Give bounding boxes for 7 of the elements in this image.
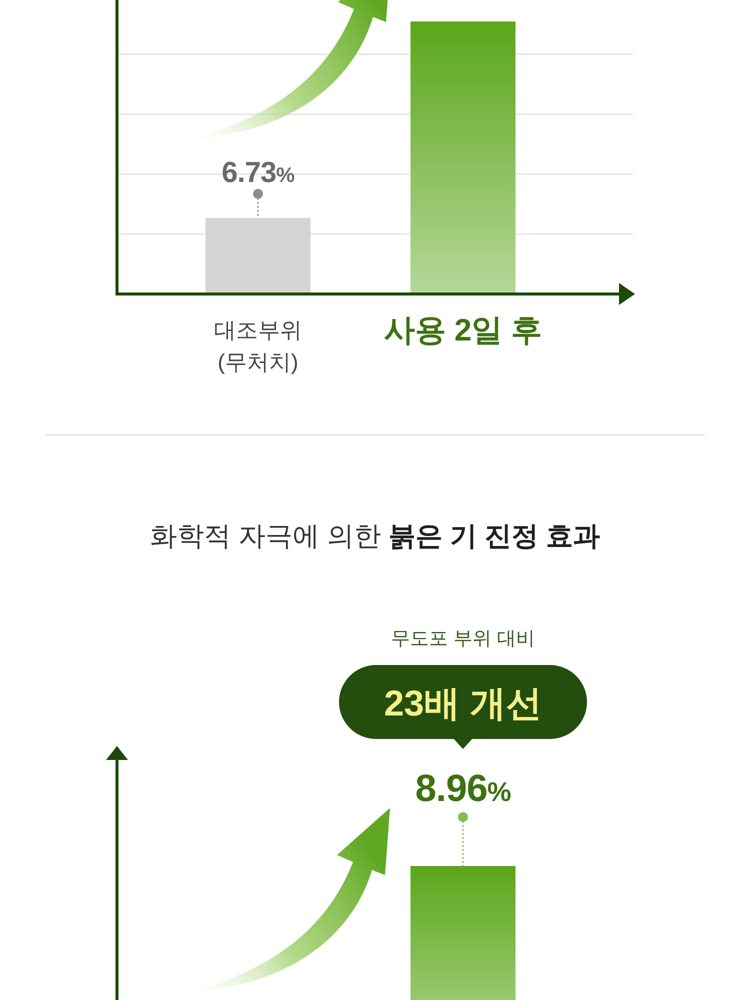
annotation: 23배 개선 bbox=[384, 682, 542, 724]
annotation: 무도포 부위 대비 bbox=[391, 628, 535, 650]
value-label: 8.96% bbox=[415, 768, 511, 810]
category-label: 사용 2일 후 bbox=[384, 312, 542, 348]
title: 화학적 자극에 의한 붉은 기 진정 효과 bbox=[150, 521, 600, 551]
category-label: 대조부위 (무처치) bbox=[214, 318, 302, 374]
value-label: 6.73% bbox=[222, 156, 294, 189]
